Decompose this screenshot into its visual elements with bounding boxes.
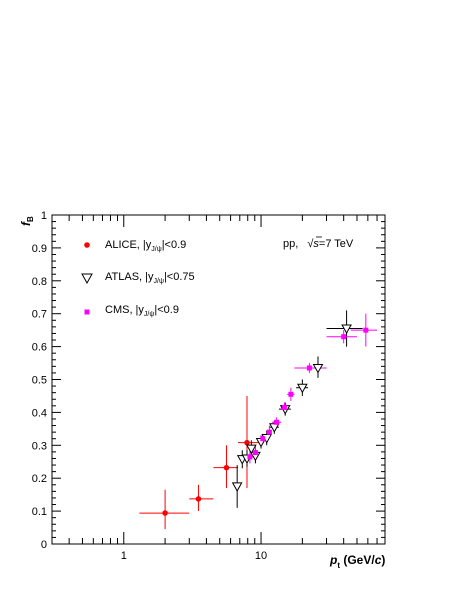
legend-item-cms: CMS, |yJ/ψ|<0.9	[84, 304, 179, 318]
point-cms	[306, 365, 312, 371]
legend-label-cms-tail: |<0.9	[154, 304, 179, 316]
point-alice	[244, 439, 250, 446]
annotation-sqrt: √	[307, 238, 314, 250]
data-markers	[162, 324, 369, 516]
point-cms	[266, 429, 272, 435]
x-axis-title: pt (GeV/c)	[329, 553, 385, 570]
error-bars	[139, 310, 378, 530]
point-alice	[195, 496, 202, 502]
legend-marker-alice	[84, 242, 90, 248]
y-tick-label: 0.5	[32, 375, 47, 387]
annotation-pp: pp,	[283, 238, 298, 250]
legend-item-alice: ALICE, |yJ/ψ|<0.9	[84, 239, 186, 253]
point-alice	[223, 464, 230, 471]
legend-label-alice-tail: |<0.9	[162, 239, 187, 251]
point-atlas	[312, 363, 324, 374]
collision-annotation: pp, √s=7 TeV	[283, 238, 354, 250]
x-tick-label: 1	[121, 550, 127, 562]
annotation-s: s	[313, 238, 319, 250]
legend-label-alice-sub: J/ψ	[151, 246, 161, 253]
legend-marker-cms	[84, 309, 90, 315]
point-cms	[274, 419, 280, 425]
y-tick-label: 0.7	[32, 309, 47, 321]
legend-label-cms: CMS, |yJ/ψ|<0.9	[105, 304, 179, 318]
y-axis-title-symbol: f	[19, 221, 33, 226]
legend-label-atlas-tail: |<0.75	[164, 271, 195, 283]
x-tick-label: 10	[255, 550, 267, 562]
y-tick-label: 0.3	[32, 440, 47, 452]
legend-label-alice: ALICE, |yJ/ψ|<0.9	[105, 239, 186, 253]
point-cms	[341, 334, 347, 340]
x-axis-title-unit-end: )	[381, 553, 385, 567]
point-cms	[260, 436, 266, 442]
x-axis-title-symbol: p	[329, 553, 337, 567]
y-tick-label: 0.6	[32, 342, 47, 354]
y-axis-title-subscript: B	[26, 216, 35, 222]
legend: ALICE, |yJ/ψ|<0.9 ATLAS, |yJ/ψ|<0.75 CMS…	[81, 239, 195, 318]
y-tick-label: 0	[41, 539, 47, 551]
x-axis-title-subscript: t	[337, 561, 340, 570]
point-cms	[363, 327, 369, 333]
point-alice	[162, 510, 168, 516]
point-atlas	[245, 444, 257, 455]
point-cms	[247, 454, 253, 460]
point-atlas	[341, 324, 352, 335]
point-atlas	[297, 383, 308, 394]
legend-item-atlas: ATLAS, |yJ/ψ|<0.75	[81, 271, 195, 285]
legend-label-atlas: ATLAS, |yJ/ψ|<0.75	[105, 271, 195, 285]
y-axis-title: fB	[19, 216, 35, 226]
y-tick-label: 0.4	[32, 407, 47, 419]
y-tick-label: 0.8	[32, 276, 47, 288]
point-cms	[288, 391, 294, 397]
y-tick-label: 0.9	[32, 243, 47, 255]
y-tick-label: 0.2	[32, 473, 47, 485]
annotation-energy: =7 TeV	[319, 238, 354, 250]
legend-label-alice-main: ALICE, |y	[105, 239, 152, 251]
axis-ticks	[51, 214, 386, 545]
point-cms	[252, 450, 258, 456]
legend-label-atlas-main: ATLAS, |y	[105, 271, 154, 283]
legend-label-cms-sub: J/ψ	[144, 311, 154, 318]
legend-marker-atlas	[81, 273, 93, 285]
legend-label-cms-main: CMS, |y	[105, 304, 144, 316]
legend-label-atlas-sub: J/ψ	[154, 278, 164, 285]
x-axis-title-unit-c: c	[375, 553, 382, 567]
axis-tick-labels: 0 0.1 0.2 0.3 0.4 0.5 0.6 0.7 0.8 0.9 1 1 10	[32, 210, 267, 562]
point-cms	[281, 404, 287, 410]
point-atlas	[231, 482, 243, 492]
y-tick-label: 1	[41, 210, 47, 222]
y-tick-label: 0.1	[32, 506, 47, 518]
x-axis-title-unit: (GeV/	[340, 553, 375, 567]
plot-frame	[51, 214, 386, 545]
